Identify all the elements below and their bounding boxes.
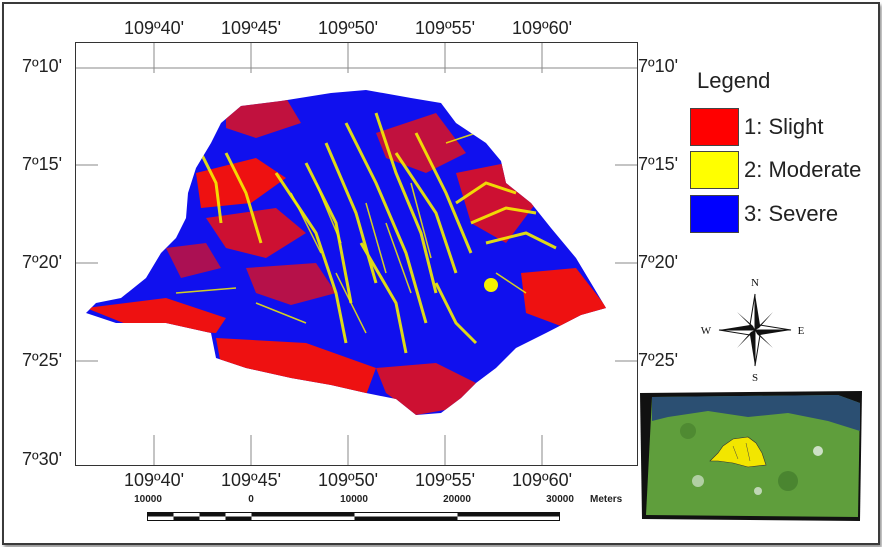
legend-item-slight: 1: Slight (690, 108, 880, 146)
latitude-label-right: 7º10' (638, 56, 679, 76)
longitude-label-bottom: 109º60' (511, 470, 573, 490)
longitude-label-top: 109º40' (123, 18, 185, 38)
scale-unit: Meters (590, 494, 623, 505)
legend-swatch (690, 195, 739, 233)
graticule (76, 43, 637, 465)
legend-item-severe: 3: Severe (690, 195, 880, 233)
longitude-label-top: 109º60' (511, 18, 573, 38)
longitude-label-bottom: 109º45' (220, 470, 282, 490)
legend-label: 2: Moderate (744, 157, 862, 182)
latitude-label-right: 7º20' (638, 252, 679, 272)
legend-item-moderate: 2: Moderate (690, 151, 880, 189)
latitude-label-right: 7º25' (638, 350, 679, 370)
latitude-label-left: 7º15' (22, 154, 63, 174)
latitude-label-left: 7º10' (22, 56, 63, 76)
satellite-inset-map (638, 391, 864, 521)
latitude-label-left: 7º30' (22, 449, 63, 469)
scale-label: 10000 (340, 494, 368, 505)
scale-label: 10000 (134, 494, 162, 505)
legend-title: Legend (697, 68, 771, 93)
latitude-label-left: 7º20' (22, 252, 63, 272)
north-label: N (751, 278, 759, 289)
longitude-label-top: 109º50' (317, 18, 379, 38)
east-label: E (798, 325, 805, 337)
compass-rose-icon: N S E W (700, 277, 810, 384)
latitude-label-right: 7º15' (638, 154, 679, 174)
longitude-label-top: 109º45' (220, 18, 282, 38)
longitude-label-bottom: 109º50' (317, 470, 379, 490)
longitude-label-bottom: 109º40' (123, 470, 185, 490)
legend-label: 1: Slight (744, 114, 824, 139)
scale-label: 30000 (546, 494, 574, 505)
scale-bar-graphic (147, 512, 560, 521)
longitude-label-bottom: 109º55' (414, 470, 476, 490)
scale-label: 0 (248, 494, 254, 505)
legend-swatch (690, 151, 739, 189)
south-label: S (752, 372, 758, 382)
legend-label: 3: Severe (744, 201, 839, 226)
erosion-region (86, 90, 606, 415)
scale-bar: 10000 0 10000 20000 30000 Meters (120, 494, 623, 534)
map-frame (75, 42, 638, 466)
erosion-map (76, 43, 637, 465)
longitude-label-top: 109º55' (414, 18, 476, 38)
legend-swatch (690, 108, 739, 146)
west-label: W (701, 325, 712, 337)
latitude-label-left: 7º25' (22, 350, 63, 370)
scale-label: 20000 (443, 494, 471, 505)
